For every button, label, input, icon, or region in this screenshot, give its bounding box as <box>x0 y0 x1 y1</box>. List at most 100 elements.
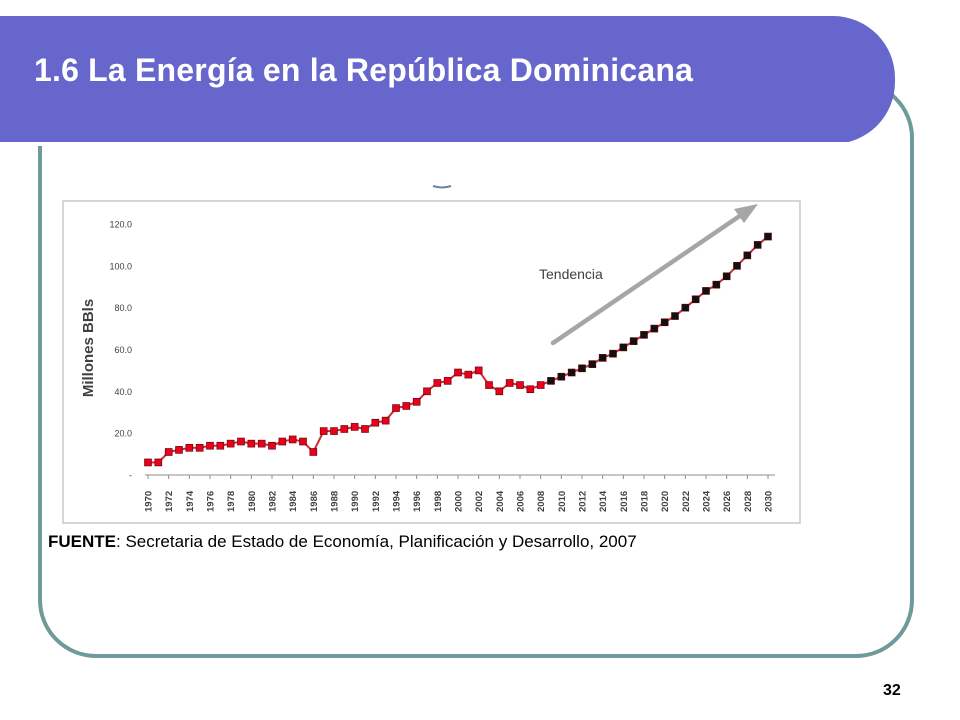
x-tick-label: 2018 <box>640 491 651 512</box>
data-point <box>433 379 442 387</box>
y-tick-label: 100.0 <box>109 261 132 271</box>
x-tick-label: 2006 <box>516 491 527 512</box>
data-point <box>206 441 214 450</box>
data-points <box>144 232 772 467</box>
data-point <box>195 444 204 452</box>
data-point <box>681 303 690 312</box>
x-tick-label: 1976 <box>206 491 217 512</box>
y-tick-label: 20.0 <box>114 429 132 439</box>
data-point <box>144 458 152 467</box>
data-point <box>753 241 762 249</box>
trend-annotation: Tendencia <box>539 266 603 282</box>
x-tick-label: 1996 <box>412 491 423 512</box>
data-point <box>516 381 524 389</box>
data-point <box>361 425 369 433</box>
x-tick-label: 2012 <box>578 491 589 512</box>
data-point <box>402 402 411 410</box>
data-point <box>226 439 235 448</box>
x-tick-label: 1970 <box>144 491 155 512</box>
x-tick-label: 2022 <box>681 491 692 512</box>
data-point <box>743 251 752 260</box>
x-tick-label: 2004 <box>495 490 506 512</box>
data-point <box>474 366 483 375</box>
y-tick-label: - <box>129 471 132 481</box>
page-number: 32 <box>883 682 901 699</box>
trend-arrow: Tendencia <box>539 204 758 346</box>
title-banner <box>0 16 895 146</box>
x-tick-label: 1992 <box>371 491 382 512</box>
data-point <box>464 370 473 379</box>
title-underline <box>0 142 848 146</box>
source-text: : Secretaria de Estado de Economía, Plan… <box>116 532 637 551</box>
x-tick-label: 2014 <box>598 490 609 512</box>
data-point <box>257 439 266 448</box>
data-point <box>299 437 307 446</box>
data-point <box>505 379 514 387</box>
data-point <box>764 232 772 241</box>
x-tick-label: 1982 <box>268 491 279 512</box>
data-point <box>412 397 421 406</box>
data-point <box>278 437 287 446</box>
data-point <box>392 404 400 412</box>
y-axis-label: Millones BBls <box>80 299 97 397</box>
x-tick-label: 1990 <box>350 491 361 512</box>
trend-arrow-line <box>550 208 750 346</box>
y-tick-label: 80.0 <box>114 303 132 313</box>
data-point <box>330 427 338 435</box>
data-point <box>443 377 452 385</box>
x-tick-label: 2030 <box>764 491 775 512</box>
x-tick-label: 2000 <box>454 491 465 512</box>
data-point <box>691 295 700 304</box>
x-tick-label: 2028 <box>743 491 754 512</box>
axis-layer: - 20.0 40.0 60.0 80.0 100.0 120.0 1970 1972 1974 1… <box>109 220 775 512</box>
data-point <box>536 381 545 389</box>
y-tick-label: 120.0 <box>109 220 132 230</box>
data-point <box>567 368 576 377</box>
x-tick-label: 1984 <box>288 490 299 512</box>
data-point <box>175 446 183 454</box>
data-point <box>288 435 297 444</box>
x-tick-label: 1988 <box>330 491 341 512</box>
chart-image: Millones BBls - 20.0 40.0 60.0 80.0 100.0 120.… <box>45 184 805 529</box>
data-point <box>660 318 669 327</box>
x-tick-label: 1986 <box>309 491 320 512</box>
source-label: FUENTE <box>48 532 116 551</box>
data-point <box>164 448 173 456</box>
data-point <box>629 337 638 345</box>
x-tick-label: 2020 <box>660 491 671 512</box>
data-point <box>485 381 493 389</box>
data-point <box>671 312 679 320</box>
data-point <box>547 377 555 385</box>
data-point <box>650 324 659 333</box>
data-point <box>350 423 359 431</box>
data-point <box>216 441 225 450</box>
data-point <box>423 387 431 396</box>
x-tick-label: 1978 <box>226 491 237 512</box>
x-tick-label: 2008 <box>536 491 547 512</box>
data-point <box>319 427 328 435</box>
trend-arrow-head <box>734 204 758 223</box>
x-tick-label: 1974 <box>185 490 196 512</box>
data-point <box>381 416 390 425</box>
data-point <box>526 385 535 394</box>
source-citation: FUENTE: Secretaria de Estado de Economía… <box>48 532 637 552</box>
data-point <box>371 418 380 427</box>
data-point <box>609 349 617 358</box>
data-point <box>578 364 586 373</box>
x-tick-label: 1994 <box>392 490 403 512</box>
data-point <box>237 437 245 446</box>
x-tick-label: 2010 <box>557 491 568 512</box>
data-point <box>247 439 256 448</box>
data-point <box>712 280 721 289</box>
slide-title: 1.6 La Energía en la República Dominican… <box>34 52 694 88</box>
y-tick-label: 60.0 <box>114 345 132 355</box>
data-point <box>598 354 607 362</box>
y-tick-label: 40.0 <box>114 387 132 397</box>
data-point <box>619 343 628 352</box>
data-point <box>309 448 318 456</box>
x-tick-label: 1980 <box>247 491 258 512</box>
data-point <box>733 262 741 270</box>
data-point <box>340 425 349 433</box>
x-tick-label: 2024 <box>702 490 713 512</box>
chart-top-mark <box>432 185 452 189</box>
